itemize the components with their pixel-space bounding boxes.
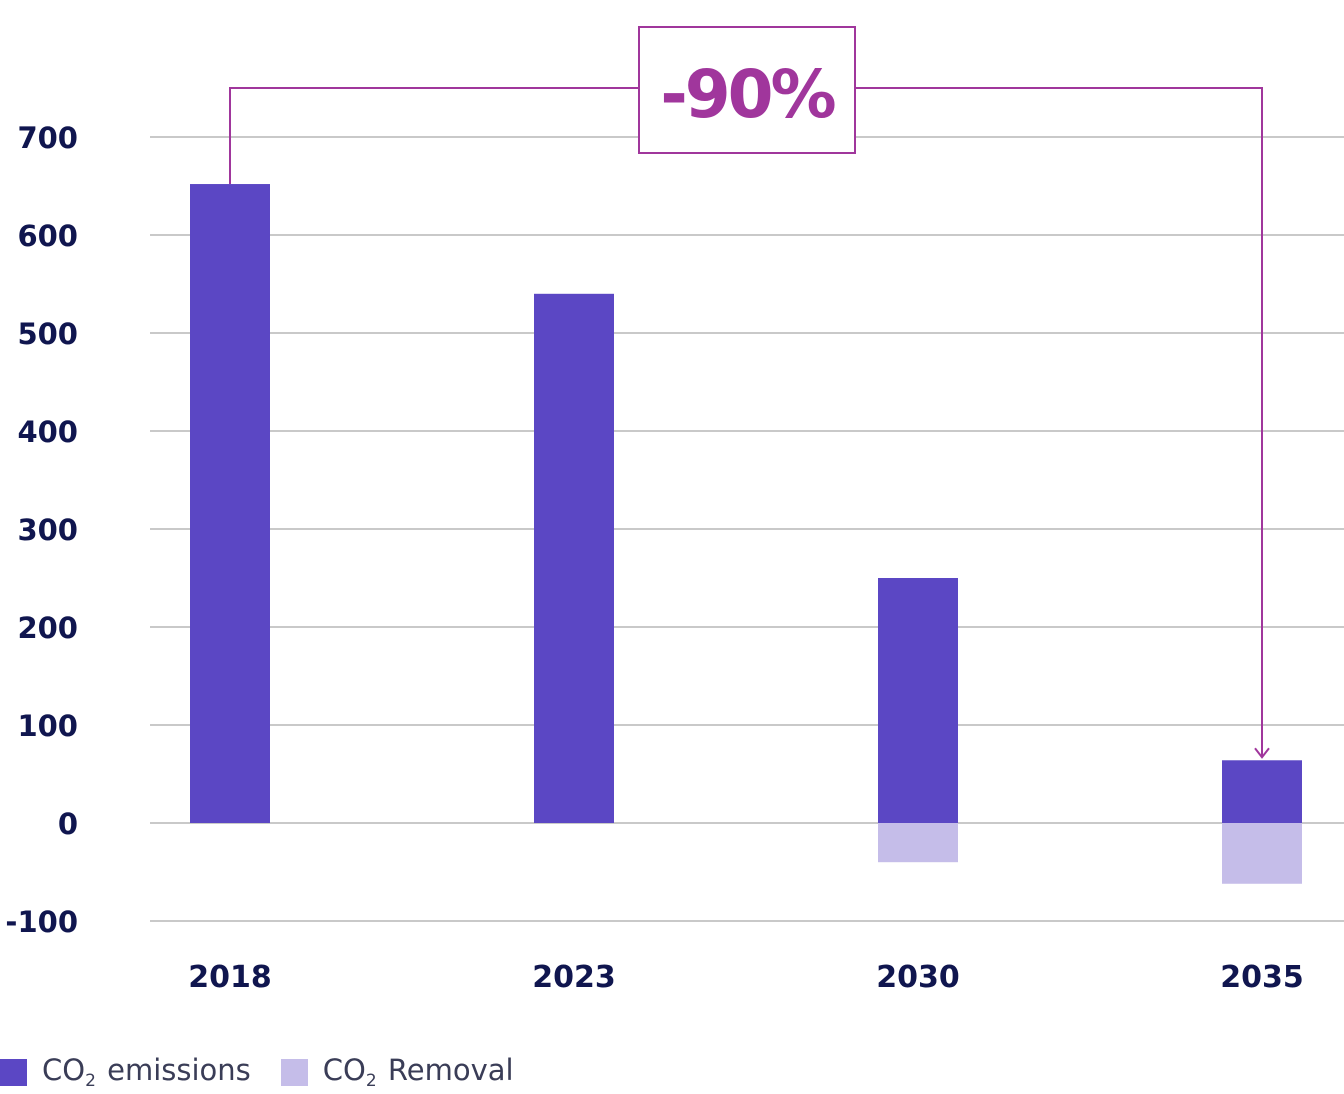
callout-bracket-line [229, 87, 1263, 758]
y-tick-label: 100 [17, 709, 78, 743]
y-tick-label: 700 [17, 121, 78, 155]
emissions-bar-2030 [878, 578, 958, 823]
legend-swatch-removal [280, 1058, 308, 1086]
y-tick-label: -100 [5, 905, 78, 939]
callout-percentage: -90% [660, 56, 835, 133]
y-tick-label: 600 [17, 219, 78, 253]
x-category-label: 2018 [188, 960, 272, 995]
x-category-label: 2035 [1220, 960, 1304, 995]
y-tick-label: 0 [58, 807, 78, 841]
grid-lines [150, 136, 1344, 922]
y-tick-label: 300 [17, 513, 78, 547]
legend-swatch-emissions [0, 1058, 27, 1086]
legend-item-removal: CO2 Removal [280, 1053, 514, 1091]
bars [190, 184, 1302, 884]
legend: CO2 emissions CO2 Removal [0, 1052, 544, 1092]
emissions-bar-2018 [190, 184, 270, 824]
x-category-label: 2030 [876, 960, 960, 995]
x-category-label: 2023 [532, 960, 616, 995]
y-tick-label: 400 [17, 415, 78, 449]
legend-label-removal: CO2 Removal [322, 1053, 514, 1091]
y-tick-label: 200 [17, 611, 78, 645]
emissions-bar-2035 [1222, 760, 1302, 823]
removal-bar-2030 [878, 823, 958, 863]
callout-arrow-head [1254, 747, 1270, 759]
legend-item-emissions: CO2 emissions [0, 1053, 251, 1091]
legend-label-emissions: CO2 emissions [42, 1053, 251, 1091]
callout-box [638, 26, 856, 154]
removal-bar-2035 [1222, 823, 1302, 884]
x-axis-category-labels: 2018 2023 2030 2035 [188, 960, 1304, 995]
y-axis-tick-labels: 700 600 500 400 300 200 100 0 -100 [5, 121, 78, 939]
y-tick-label: 500 [17, 317, 78, 351]
reduction-callout: -90% [229, 26, 1270, 759]
emissions-bar-2023 [534, 293, 614, 823]
